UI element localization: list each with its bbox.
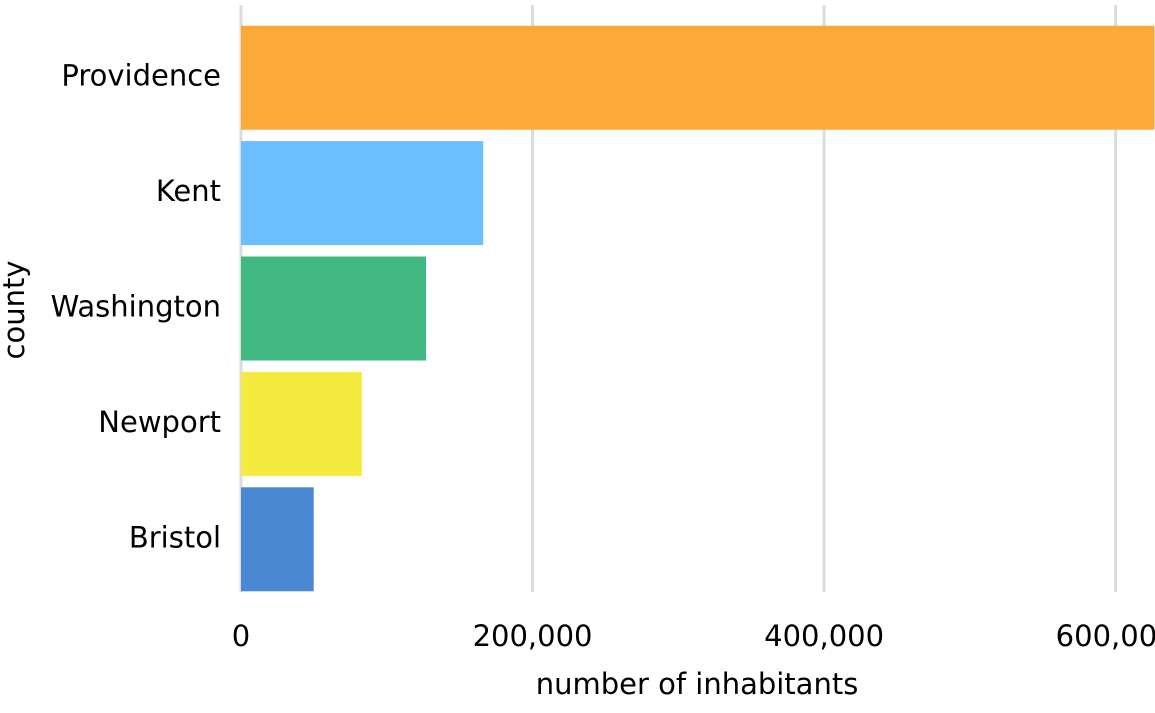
bar xyxy=(241,141,484,246)
bar xyxy=(241,25,1155,130)
y-tick-label: Bristol xyxy=(129,520,221,554)
y-tick-label: Providence xyxy=(61,59,221,93)
x-tick-label: 200,000 xyxy=(473,619,593,653)
bar xyxy=(241,371,362,476)
y-tick-label: Washington xyxy=(51,290,221,324)
x-tick-label: 400,000 xyxy=(764,619,884,653)
y-tick-label: Kent xyxy=(156,174,221,208)
x-axis-label: number of inhabitants xyxy=(536,667,859,701)
bar xyxy=(241,256,427,361)
y-axis-label: county xyxy=(0,261,31,360)
x-tick-label: 0 xyxy=(232,619,250,653)
bar xyxy=(241,487,314,592)
y-tick-label: Newport xyxy=(98,405,221,439)
x-tick-label: 600,000 xyxy=(1056,619,1155,653)
